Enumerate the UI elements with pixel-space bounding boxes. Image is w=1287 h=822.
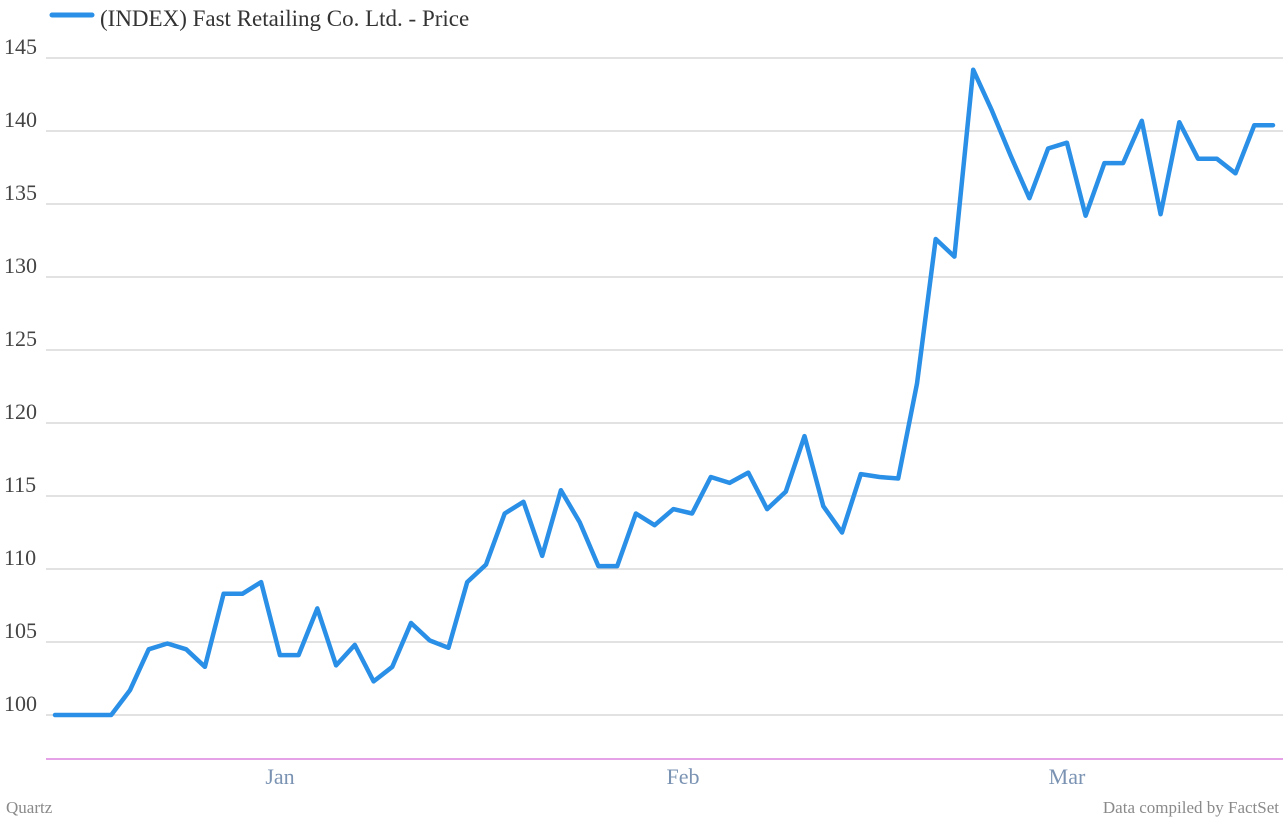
- legend-label: (INDEX) Fast Retailing Co. Ltd. - Price: [100, 6, 469, 31]
- y-tick-label: 100: [4, 691, 37, 716]
- credit-text: Quartz: [6, 798, 53, 817]
- y-tick-label: 120: [4, 399, 37, 424]
- y-tick-label: 105: [4, 618, 37, 643]
- y-tick-label: 130: [4, 253, 37, 278]
- y-axis: 100 105 110 115 120 125 130 135 140 145: [4, 34, 37, 716]
- grid: [46, 57, 1283, 760]
- series-layer: [52, 67, 1276, 718]
- x-tick-label: Feb: [667, 764, 700, 789]
- y-tick-label: 145: [4, 34, 37, 59]
- series-line: [52, 67, 1276, 718]
- y-tick-label: 135: [4, 180, 37, 205]
- source-note: Data compiled by FactSet: [1102, 798, 1279, 817]
- legend: (INDEX) Fast Retailing Co. Ltd. - Price: [49, 6, 469, 31]
- x-tick-label: Mar: [1049, 764, 1086, 789]
- y-tick-label: 115: [4, 472, 36, 497]
- x-axis: Jan Feb Mar: [265, 764, 1086, 789]
- y-tick-label: 140: [4, 107, 37, 132]
- y-tick-label: 125: [4, 326, 37, 351]
- x-tick-label: Jan: [265, 764, 294, 789]
- y-tick-label: 110: [4, 545, 36, 570]
